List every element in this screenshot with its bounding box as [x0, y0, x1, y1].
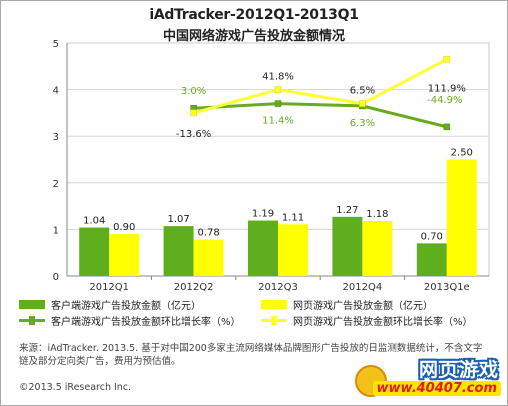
line-label-0-4: -44.9%: [427, 95, 462, 106]
bar-label-0-3: 1.27: [336, 205, 358, 216]
legend-item-web-bar: 网页游戏广告投放金额（亿元）: [261, 297, 433, 312]
legend-swatch-client-line: [19, 316, 45, 325]
legend-label-web-bar: 网页游戏广告投放金额（亿元）: [293, 301, 433, 312]
bar-label-0-1: 1.07: [167, 214, 189, 225]
bar-label-0-0: 1.04: [83, 216, 105, 227]
x-tick-label-1: 2012Q2: [174, 282, 214, 293]
x-tick-label-4: 2013Q1e: [424, 282, 470, 293]
copyright: ©2013.5 iResearch Inc.: [19, 382, 132, 393]
bar-label-1-4: 2.50: [451, 148, 473, 159]
legend-label-client-line: 客户端游戏广告投放金额环比增长率（%）: [51, 317, 241, 328]
line-label-0-2: 11.4%: [262, 116, 294, 127]
bar-label-1-0: 0.90: [113, 222, 135, 233]
bar-1-1: [193, 239, 224, 276]
line-label-1-1: -13.6%: [176, 129, 211, 140]
y-tick-label-4: 4: [53, 86, 59, 97]
legend-swatch-web-bar: [261, 300, 287, 309]
bar-0-1: [163, 226, 194, 276]
line-point-1-1: [190, 109, 197, 117]
logo-url: www.40407.com: [372, 381, 501, 396]
line-point-1-4: [443, 56, 451, 63]
y-tick-label-0: 0: [53, 272, 59, 283]
x-tick-label-0: 2012Q1: [89, 282, 129, 293]
bar-1-4: [446, 159, 477, 276]
line-point-1-2: [274, 86, 282, 93]
bar-1-0: [109, 234, 140, 276]
line-label-0-3: 6.3%: [350, 118, 375, 129]
bar-1-3: [362, 221, 393, 276]
line-point-1-3: [359, 100, 366, 107]
legend-label-web-line: 网页游戏广告投放金额环比增长率（%）: [293, 317, 473, 328]
bar-label-1-2: 1.11: [282, 212, 304, 223]
chart-title: iAdTracker-2012Q1-2013Q1: [149, 7, 359, 23]
line-label-1-2: 41.8%: [262, 72, 294, 83]
bar-label-0-2: 1.19: [252, 209, 274, 220]
bar-0-3: [332, 216, 363, 276]
source-note: 来源：iAdTracker. 2013.5. 基于对中国200多家主流网络媒体品…: [19, 343, 483, 367]
chart-subtitle: 中国网络游戏广告投放金额情况: [162, 29, 345, 44]
legend-item-client-line: 客户端游戏广告投放金额环比增长率（%）: [19, 313, 241, 328]
legend-item-web-line: 网页游戏广告投放金额环比增长率（%）: [261, 313, 473, 328]
line-point-0-4: [443, 123, 451, 131]
legend-swatch-web-line: [261, 316, 287, 325]
line-point-0-2: [274, 100, 282, 107]
x-tick-label-3: 2012Q4: [343, 282, 383, 293]
x-tick-label-2: 2012Q3: [258, 282, 298, 293]
bar-label-0-4: 0.70: [421, 231, 443, 242]
bar-1-2: [278, 224, 308, 276]
line-label-0-1: 3.0%: [181, 86, 206, 97]
line-label-1-4: 111.9%: [428, 83, 466, 94]
bar-label-1-3: 1.18: [366, 209, 388, 220]
chart-plot: 0 1 2 3 4 5 2012Q1 2012Q2 2012Q3 2012Q4 2013Q1e 1.0…: [53, 39, 490, 293]
logo-title: 网页游戏: [418, 359, 499, 381]
bar-label-1-1: 0.78: [197, 228, 219, 239]
bar-0-4: [416, 243, 447, 276]
legend-label-client-bar: 客户端游戏广告投放金额（亿元）: [51, 301, 201, 312]
y-tick-label-5: 5: [53, 39, 59, 50]
line-label-1-3: 6.5%: [350, 86, 375, 97]
legend-item-client-bar: 客户端游戏广告投放金额（亿元）: [19, 297, 201, 312]
line-series-0: [193, 102, 448, 129]
y-tick-label-1: 1: [53, 225, 59, 236]
y-tick-label-3: 3: [53, 132, 59, 143]
legend-swatch-client-bar: [19, 300, 45, 309]
line-series-1: [193, 57, 448, 115]
site-logo: 网页游戏 www.40407.com: [355, 351, 505, 403]
bar-0-0: [79, 227, 110, 276]
bar-0-2: [248, 220, 278, 276]
y-tick-label-2: 2: [53, 179, 59, 190]
